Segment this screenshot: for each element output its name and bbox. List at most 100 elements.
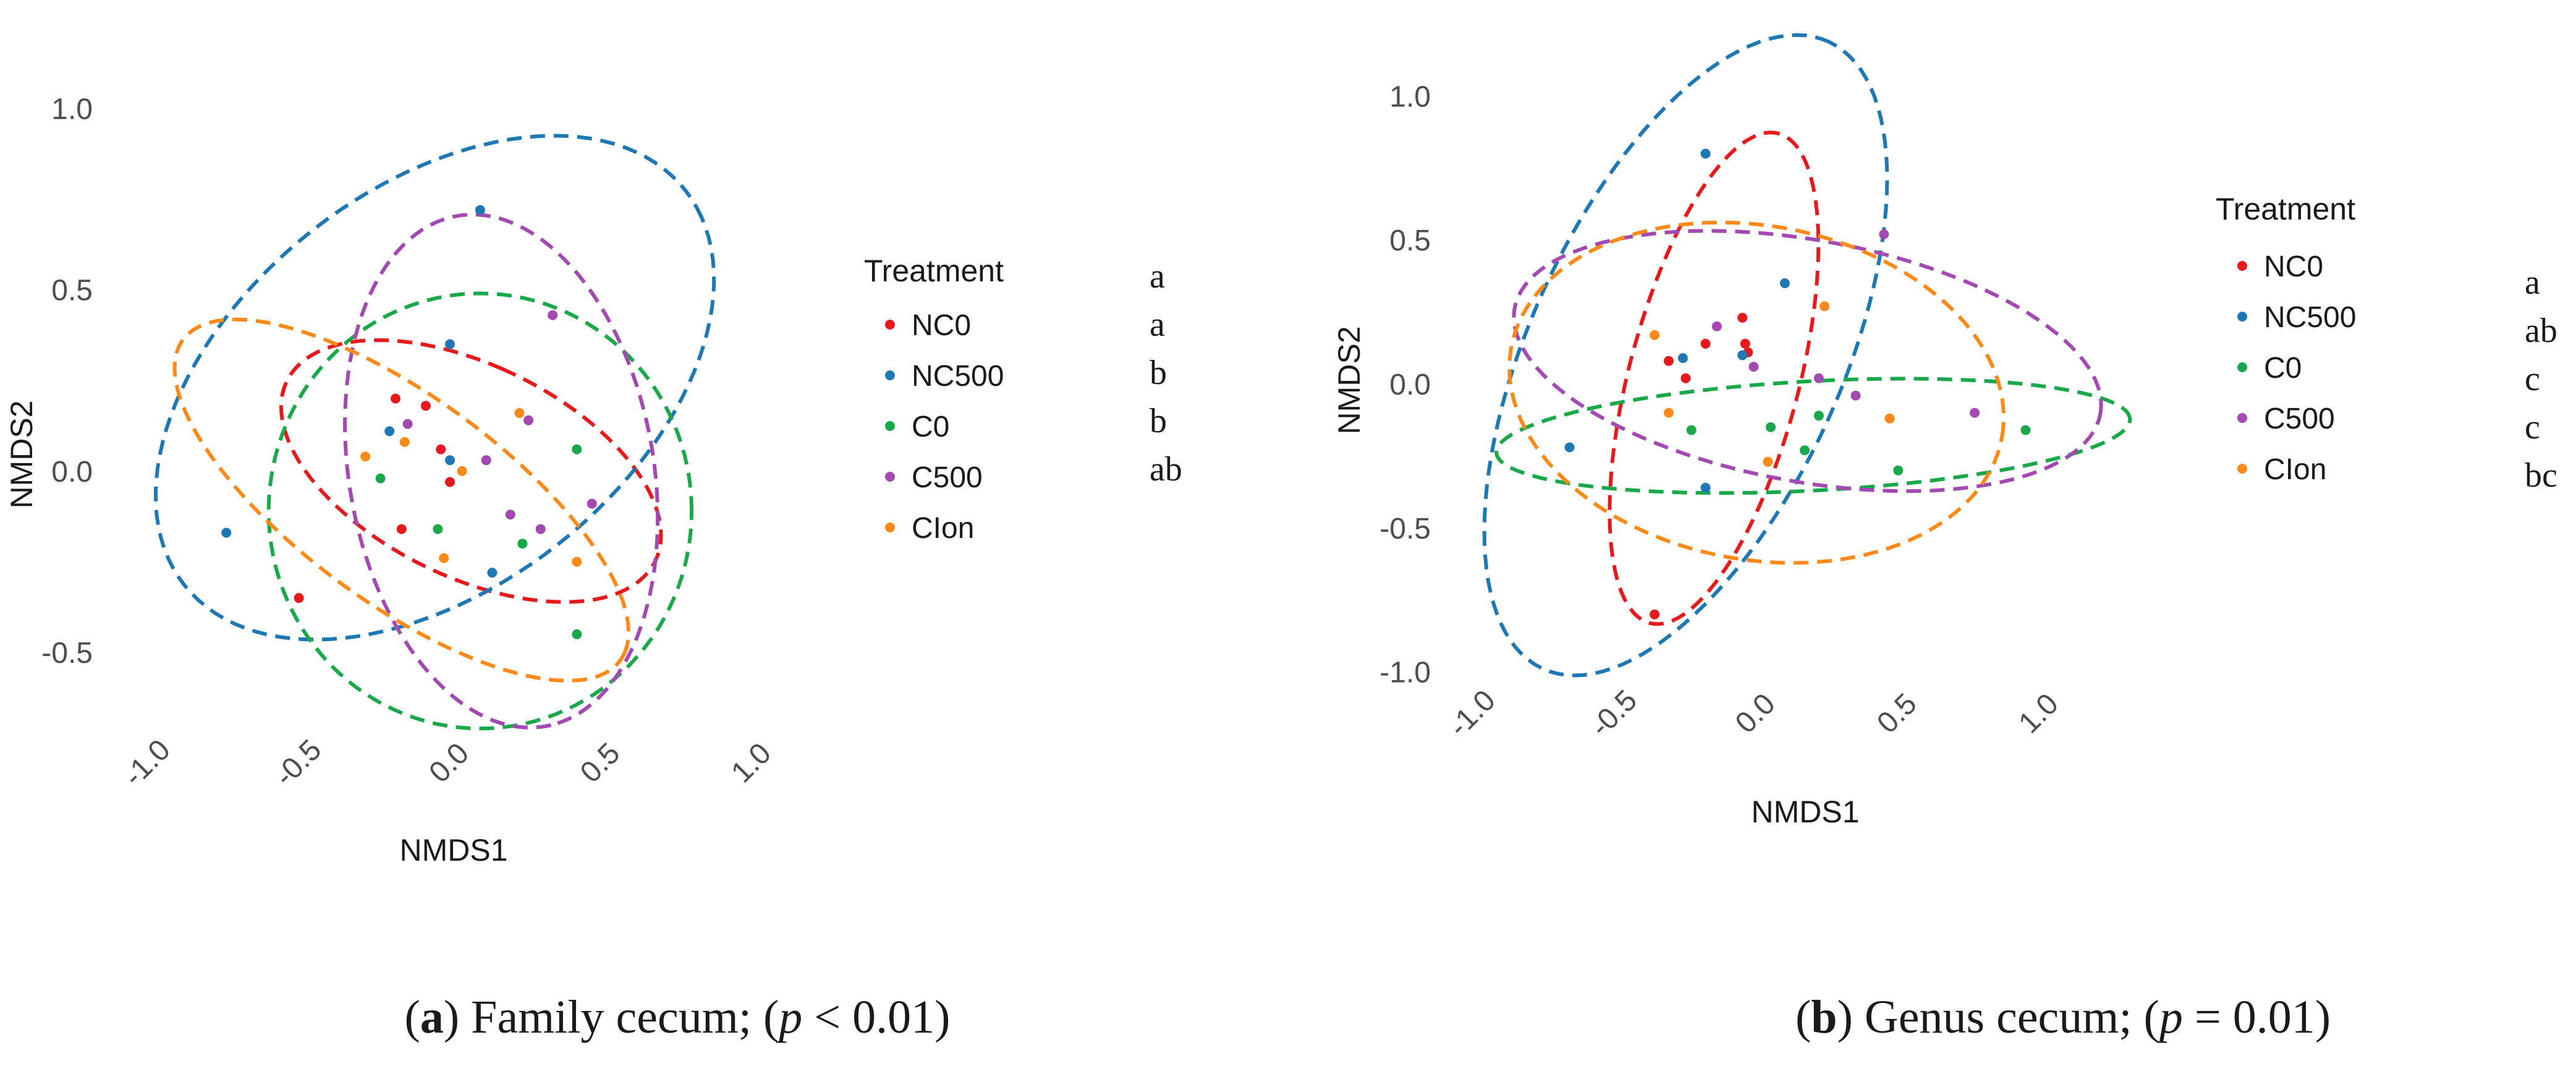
legend-label-c500: C500 [2264,403,2335,435]
point-c500 [1850,390,1861,401]
legend-swatch-cion [2237,464,2247,474]
point-c0 [572,444,582,454]
ellipses-a [153,134,716,731]
point-nc500 [1677,353,1688,364]
legend-label-c0: C0 [2264,352,2302,385]
caption-a: (a) Family cecum; (p < 0.01) [405,991,951,1043]
significance-letter-cion: bc [2525,456,2557,495]
point-nc0 [294,593,304,603]
x-tick-label: 0.0 [423,737,475,790]
significance-letter-nc500: a [1150,305,1165,344]
x-tick-label: 0.5 [574,737,627,790]
point-c0 [2020,425,2031,435]
point-nc0 [420,401,431,411]
ellipse-nc0 [1608,130,1821,626]
ellipse-c0 [1494,377,2132,495]
panel-b: -1.0 -0.5 0.0 0.5 1.0 1.0 0.5 0.0 -0.5 -1.0 NMDS1… [1332,33,2557,1043]
point-c500 [535,524,546,534]
ellipse-c0 [266,291,694,731]
caption-letter-a: a [420,991,444,1043]
point-nc500 [1700,148,1711,159]
point-nc0 [436,444,446,454]
caption-letter-b: b [1811,991,1837,1043]
point-c0 [517,539,528,549]
point-c500 [1813,373,1824,383]
point-c0 [375,473,386,484]
ellipse-c500 [1512,229,2103,493]
point-cion [1820,301,1830,312]
point-c500 [1711,321,1722,331]
point-nc500 [1700,482,1711,493]
caption-p-b: p [2156,991,2183,1043]
legend-label-nc500: NC500 [912,360,1004,393]
point-c0 [1800,445,1810,456]
caption-text-a: Family cecum; ( [459,991,779,1043]
point-cion [1664,407,1674,418]
x-axis-title-a: NMDS1 [399,833,507,868]
point-c0 [1813,411,1824,421]
points-b [1564,148,2031,620]
legend-label-nc0: NC0 [2264,250,2323,283]
legend-swatch-cion [885,522,895,532]
legend-label-nc500: NC500 [2264,301,2356,334]
significance-letter-c500: c [2525,408,2540,446]
significance-letter-c0: b [1150,354,1167,392]
point-c500 [402,419,413,429]
y-tick-label: 1.0 [1389,80,1431,113]
significance-letter-cion: ab [1150,450,1182,488]
y-tick-label: 0.5 [51,275,93,307]
y-tick-label: 0.0 [51,456,93,488]
point-c500 [1970,407,1980,418]
legend-swatch-c500 [2237,413,2247,423]
point-c0 [1893,465,1904,475]
legend-title-a: Treatment [864,254,1004,288]
point-nc0 [391,393,400,404]
point-c0 [1686,425,1697,435]
point-cion [1763,456,1773,467]
y-tick-label: 1.0 [51,93,93,126]
significance-letter-c500: b [1150,402,1167,440]
point-nc0 [1737,312,1748,323]
point-cion [360,451,371,462]
point-nc0 [445,477,455,487]
point-nc0 [1650,609,1660,620]
legend-swatch-c500 [885,472,895,482]
x-tick-label: -1.0 [117,733,177,793]
legend-swatch-c0 [2237,362,2247,372]
legend-b: NC0 a NC500 ab C0 c C500 c CIon bc [2237,250,2557,495]
legend-label-c500: C500 [912,461,983,494]
point-nc0 [396,524,407,534]
significance-letter-c0: c [2525,360,2540,398]
ellipse-cion [1507,220,2006,565]
legend-label-cion: CIon [2264,453,2326,486]
point-nc500 [445,455,455,466]
point-cion [514,408,525,418]
point-nc500 [445,339,455,349]
legend-a: NC0 a NC500 a C0 b C500 b CIon ab [885,257,1182,545]
x-tick-label: 0.5 [1871,688,1923,740]
y-tick-label: -0.5 [1379,513,1431,545]
point-cion [1884,413,1895,424]
point-nc500 [1564,442,1575,453]
x-tick-label: -1.0 [1443,684,1502,743]
point-cion [572,556,582,567]
x-tick-label: 1.0 [2012,688,2065,740]
ellipse-c500 [342,213,660,730]
panel-a: -1.0 -0.5 0.0 0.5 1.0 1.0 0.5 0.0 -0.5 NMDS1 NMD… [4,93,1182,1043]
significance-letter-nc0: a [2525,263,2540,302]
caption-p-a: p [776,991,802,1043]
point-nc0 [1680,373,1691,383]
y-tick-label: -0.5 [41,637,93,670]
point-nc500 [221,527,232,538]
point-nc0 [1664,356,1674,366]
x-tick-label: 1.0 [725,737,777,790]
x-tick-label: -0.5 [268,733,328,793]
significance-letter-nc500: ab [2525,312,2557,350]
legend-swatch-c0 [885,421,895,431]
ellipses-b [1482,33,2132,678]
caption-stat-b: = 0.01) [2183,991,2331,1043]
points-a [221,205,597,639]
y-tick-label: 0.0 [1389,369,1431,401]
point-cion [439,553,449,563]
